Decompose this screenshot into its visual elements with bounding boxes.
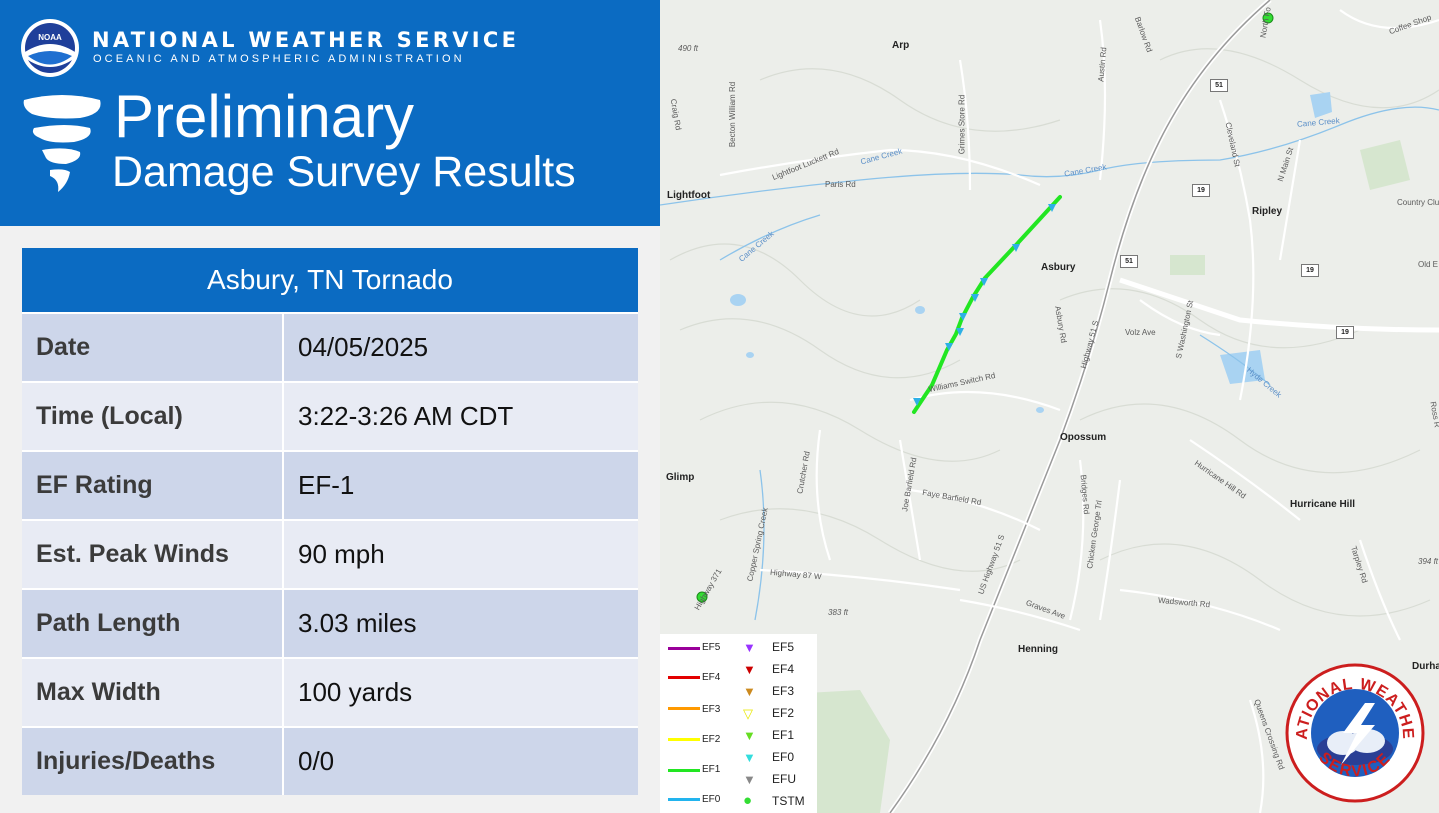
legend-line-ef4 [668, 676, 700, 679]
legend-symbol-label: EF5 [772, 640, 795, 654]
left-panel: NOAA NATIONAL WEATHER SERVICE OCEANIC AN… [0, 0, 660, 813]
table-row: Est. Peak Winds 90 mph [22, 519, 638, 588]
noaa-logo-text: NOAA [38, 33, 62, 42]
highway-shield: 19 [1301, 264, 1319, 277]
triangle-down-icon: ▼ [743, 728, 756, 743]
circle-icon: ● [743, 792, 753, 809]
legend-line-ef0 [668, 798, 700, 801]
table-row: Time (Local) 3:22-3:26 AM CDT [22, 381, 638, 450]
table-row: EF Rating EF-1 [22, 450, 638, 519]
page-subtitle: Damage Survey Results [112, 148, 576, 196]
legend-symbol-label: TSTM [772, 794, 805, 808]
legend-symbol-label: EF0 [772, 750, 795, 764]
elevation-label: 490 ft [678, 44, 699, 53]
row-label: Injuries/Deaths [22, 728, 284, 795]
legend-line-ef3 [668, 707, 700, 710]
elevation-label: 383 ft [828, 608, 849, 617]
triangle-down-icon: ▼ [743, 684, 756, 699]
row-value: EF-1 [298, 470, 355, 500]
legend-line-ef5 [668, 647, 700, 650]
highway-shield: 51 [1120, 255, 1138, 268]
map-label: Paris Rd [825, 180, 856, 189]
highway-shield: 19 [1336, 326, 1354, 339]
row-label: Date [22, 314, 284, 381]
triangle-down-icon: ▼ [743, 772, 756, 787]
map-label: Lightfoot [667, 190, 711, 201]
nws-logo-icon: NATIONAL WEATHER SERVICE [1285, 663, 1425, 803]
highway-shield: 51 [1210, 79, 1228, 92]
map-label: Country Club [1397, 198, 1439, 207]
legend-line-label: EF5 [702, 642, 721, 653]
row-label: Max Width [22, 659, 284, 726]
table-row: Path Length 3.03 miles [22, 588, 638, 657]
map-label: Henning [1018, 644, 1058, 655]
noaa-logo-icon: NOAA [21, 19, 79, 77]
row-value: 04/05/2025 [298, 332, 429, 362]
map-label: Hurricane Hill [1290, 499, 1356, 510]
triangle-down-icon: ▼ [743, 750, 756, 765]
row-value: 100 yards [298, 677, 413, 707]
row-value: 3:22-3:26 AM CDT [298, 401, 514, 431]
row-value: 0/0 [298, 746, 335, 776]
map-label: Becton William Rd [728, 81, 738, 148]
survey-table: Date 04/05/2025 Time (Local) 3:22-3:26 AM … [22, 312, 638, 795]
triangle-down-icon: ▼ [743, 662, 756, 677]
org-subtitle: OCEANIC AND ATMOSPHERIC ADMINISTRATION [93, 53, 465, 65]
row-value: 3.03 miles [298, 608, 417, 638]
table-row: Max Width 100 yards [22, 657, 638, 726]
tornado-icon [23, 95, 101, 192]
map-label: Glimp [666, 472, 695, 483]
legend-line-label: EF0 [702, 794, 721, 805]
page-title: Preliminary [114, 83, 415, 150]
highway-shield: 19 [1192, 184, 1210, 197]
table-row: Injuries/Deaths 0/0 [22, 726, 638, 795]
legend-symbol-label: EFU [772, 772, 796, 786]
map-label: Old E [1418, 260, 1439, 269]
row-label: Path Length [22, 590, 284, 657]
event-title: Asbury, TN Tornado [22, 248, 638, 312]
map-label: Volz Ave [1125, 328, 1156, 337]
map-label: Opossum [1060, 432, 1107, 443]
legend-symbol-label: EF3 [772, 684, 795, 698]
legend-symbol-label: EF4 [772, 662, 795, 676]
legend-line-label: EF3 [702, 704, 721, 715]
legend-line-ef1 [668, 769, 700, 772]
map-label: Arp [892, 40, 910, 51]
legend-line-label: EF1 [702, 764, 721, 775]
row-value: 90 mph [298, 539, 385, 569]
table-row: Date 04/05/2025 [22, 312, 638, 381]
map-label: Durha [1412, 661, 1439, 672]
row-label: Time (Local) [22, 383, 284, 450]
legend-line-ef2 [668, 738, 700, 741]
triangle-down-icon: ▼ [743, 640, 756, 655]
row-label: EF Rating [22, 452, 284, 519]
triangle-down-icon: ▽ [743, 706, 753, 721]
header-banner: NOAA NATIONAL WEATHER SERVICE OCEANIC AN… [0, 0, 660, 226]
map-legend: EF5 EF4 EF3 EF2 EF1 EF0 ▼ EF5 ▼ EF4 ▼ EF… [660, 634, 817, 813]
row-label: Est. Peak Winds [22, 521, 284, 588]
legend-line-label: EF2 [702, 734, 721, 745]
legend-line-label: EF4 [702, 672, 721, 683]
map-label: Grimes Store Rd [957, 94, 967, 155]
elevation-label: 394 ft [1418, 557, 1439, 566]
org-name: NATIONAL WEATHER SERVICE [92, 28, 520, 52]
legend-symbol-label: EF2 [772, 706, 795, 720]
legend-symbol-label: EF1 [772, 728, 795, 742]
map-label: Ripley [1252, 206, 1283, 217]
map-label: Asbury [1041, 262, 1076, 273]
